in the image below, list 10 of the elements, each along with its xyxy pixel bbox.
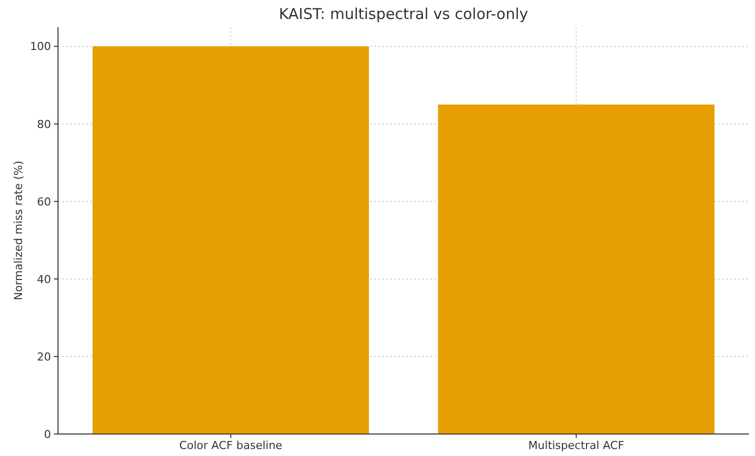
y-axis-title: Normalized miss rate (%) <box>12 160 25 300</box>
y-tick-label: 100 <box>30 40 51 54</box>
y-tick-label: 80 <box>37 118 51 131</box>
x-tick-label: Color ACF baseline <box>179 439 283 452</box>
y-tick-label: 60 <box>37 195 51 208</box>
y-tick-label: 40 <box>37 272 51 286</box>
y-tick-label: 0 <box>44 428 51 441</box>
x-tick-label: Multispectral ACF <box>528 439 624 452</box>
chart-title: KAIST: multispectral vs color-only <box>278 5 528 23</box>
y-tick-label: 20 <box>37 350 51 364</box>
